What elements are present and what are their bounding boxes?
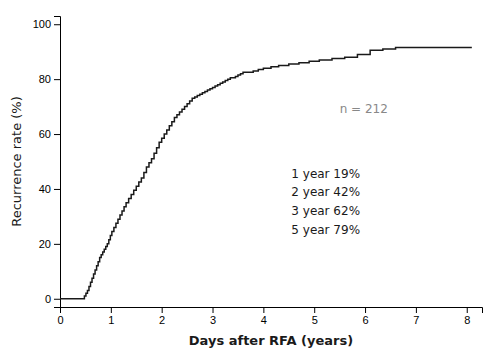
x-tick-label: 7 xyxy=(413,314,419,326)
y-tick-label: 0 xyxy=(45,293,51,305)
annotation: n = 212 xyxy=(340,102,388,116)
x-tick-label: 4 xyxy=(261,314,267,326)
y-axis-title: Recurrence rate (%) xyxy=(9,96,24,227)
x-tick-label: 6 xyxy=(362,314,368,326)
y-tick-mark xyxy=(54,189,60,190)
x-tick: 7 xyxy=(413,307,419,326)
y-tick-mark xyxy=(54,244,60,245)
y-tick-label: 60 xyxy=(39,128,51,140)
x-tick-label: 0 xyxy=(57,314,63,326)
y-tick-mark xyxy=(54,299,60,300)
x-tick-label: 1 xyxy=(108,314,114,326)
y-tick: 100 xyxy=(33,18,60,30)
x-tick-mark xyxy=(263,307,264,313)
chart: 012345678020406080100n = 2121 year 19%2 … xyxy=(0,0,500,355)
x-tick-mark xyxy=(213,307,214,313)
x-tick-label: 2 xyxy=(159,314,165,326)
x-tick-mark xyxy=(162,307,163,313)
y-tick-label: 40 xyxy=(39,183,51,195)
y-tick-label: 80 xyxy=(39,73,51,85)
y-tick: 20 xyxy=(39,238,60,250)
x-tick: 8 xyxy=(464,307,470,326)
x-axis-title: Days after RFA (years) xyxy=(189,333,353,348)
y-tick: 60 xyxy=(39,128,60,140)
x-tick-mark xyxy=(365,307,366,313)
x-tick: 5 xyxy=(312,307,318,326)
x-tick: 3 xyxy=(210,307,216,326)
x-tick-mark xyxy=(111,307,112,313)
y-tick-label: 20 xyxy=(39,238,51,250)
y-axis: 0 20 40 60 80 100 xyxy=(33,17,61,308)
step-line xyxy=(60,48,472,299)
x-tick-label: 3 xyxy=(210,314,216,326)
y-axis-line xyxy=(54,17,61,308)
x-tick-mark xyxy=(467,307,468,313)
y-tick-mark xyxy=(54,24,60,25)
x-tick: 6 xyxy=(362,307,368,326)
x-tick-mark xyxy=(416,307,417,313)
marks xyxy=(60,48,472,299)
x-tick-label: 5 xyxy=(312,314,318,326)
x-tick: 2 xyxy=(159,307,165,326)
y-tick-mark xyxy=(54,79,60,80)
x-tick-mark xyxy=(314,307,315,313)
y-tick-mark xyxy=(54,134,60,135)
annotation: 1 year 19%2 year 42%3 year 62%5 year 79% xyxy=(291,167,360,237)
x-tick: 4 xyxy=(261,307,267,326)
y-tick-label: 100 xyxy=(33,18,51,30)
y-tick: 40 xyxy=(39,183,60,195)
x-tick: 0 xyxy=(57,307,63,326)
y-tick: 80 xyxy=(39,73,60,85)
x-axis-line xyxy=(61,308,483,314)
x-tick: 1 xyxy=(108,307,114,326)
x-tick-label: 8 xyxy=(464,314,470,326)
y-tick: 0 xyxy=(45,293,60,305)
plot: 012345678020406080100n = 2121 year 19%2 … xyxy=(33,17,483,326)
x-axis: 0 1 2 3 4 5 6 7 8 xyxy=(57,307,482,326)
